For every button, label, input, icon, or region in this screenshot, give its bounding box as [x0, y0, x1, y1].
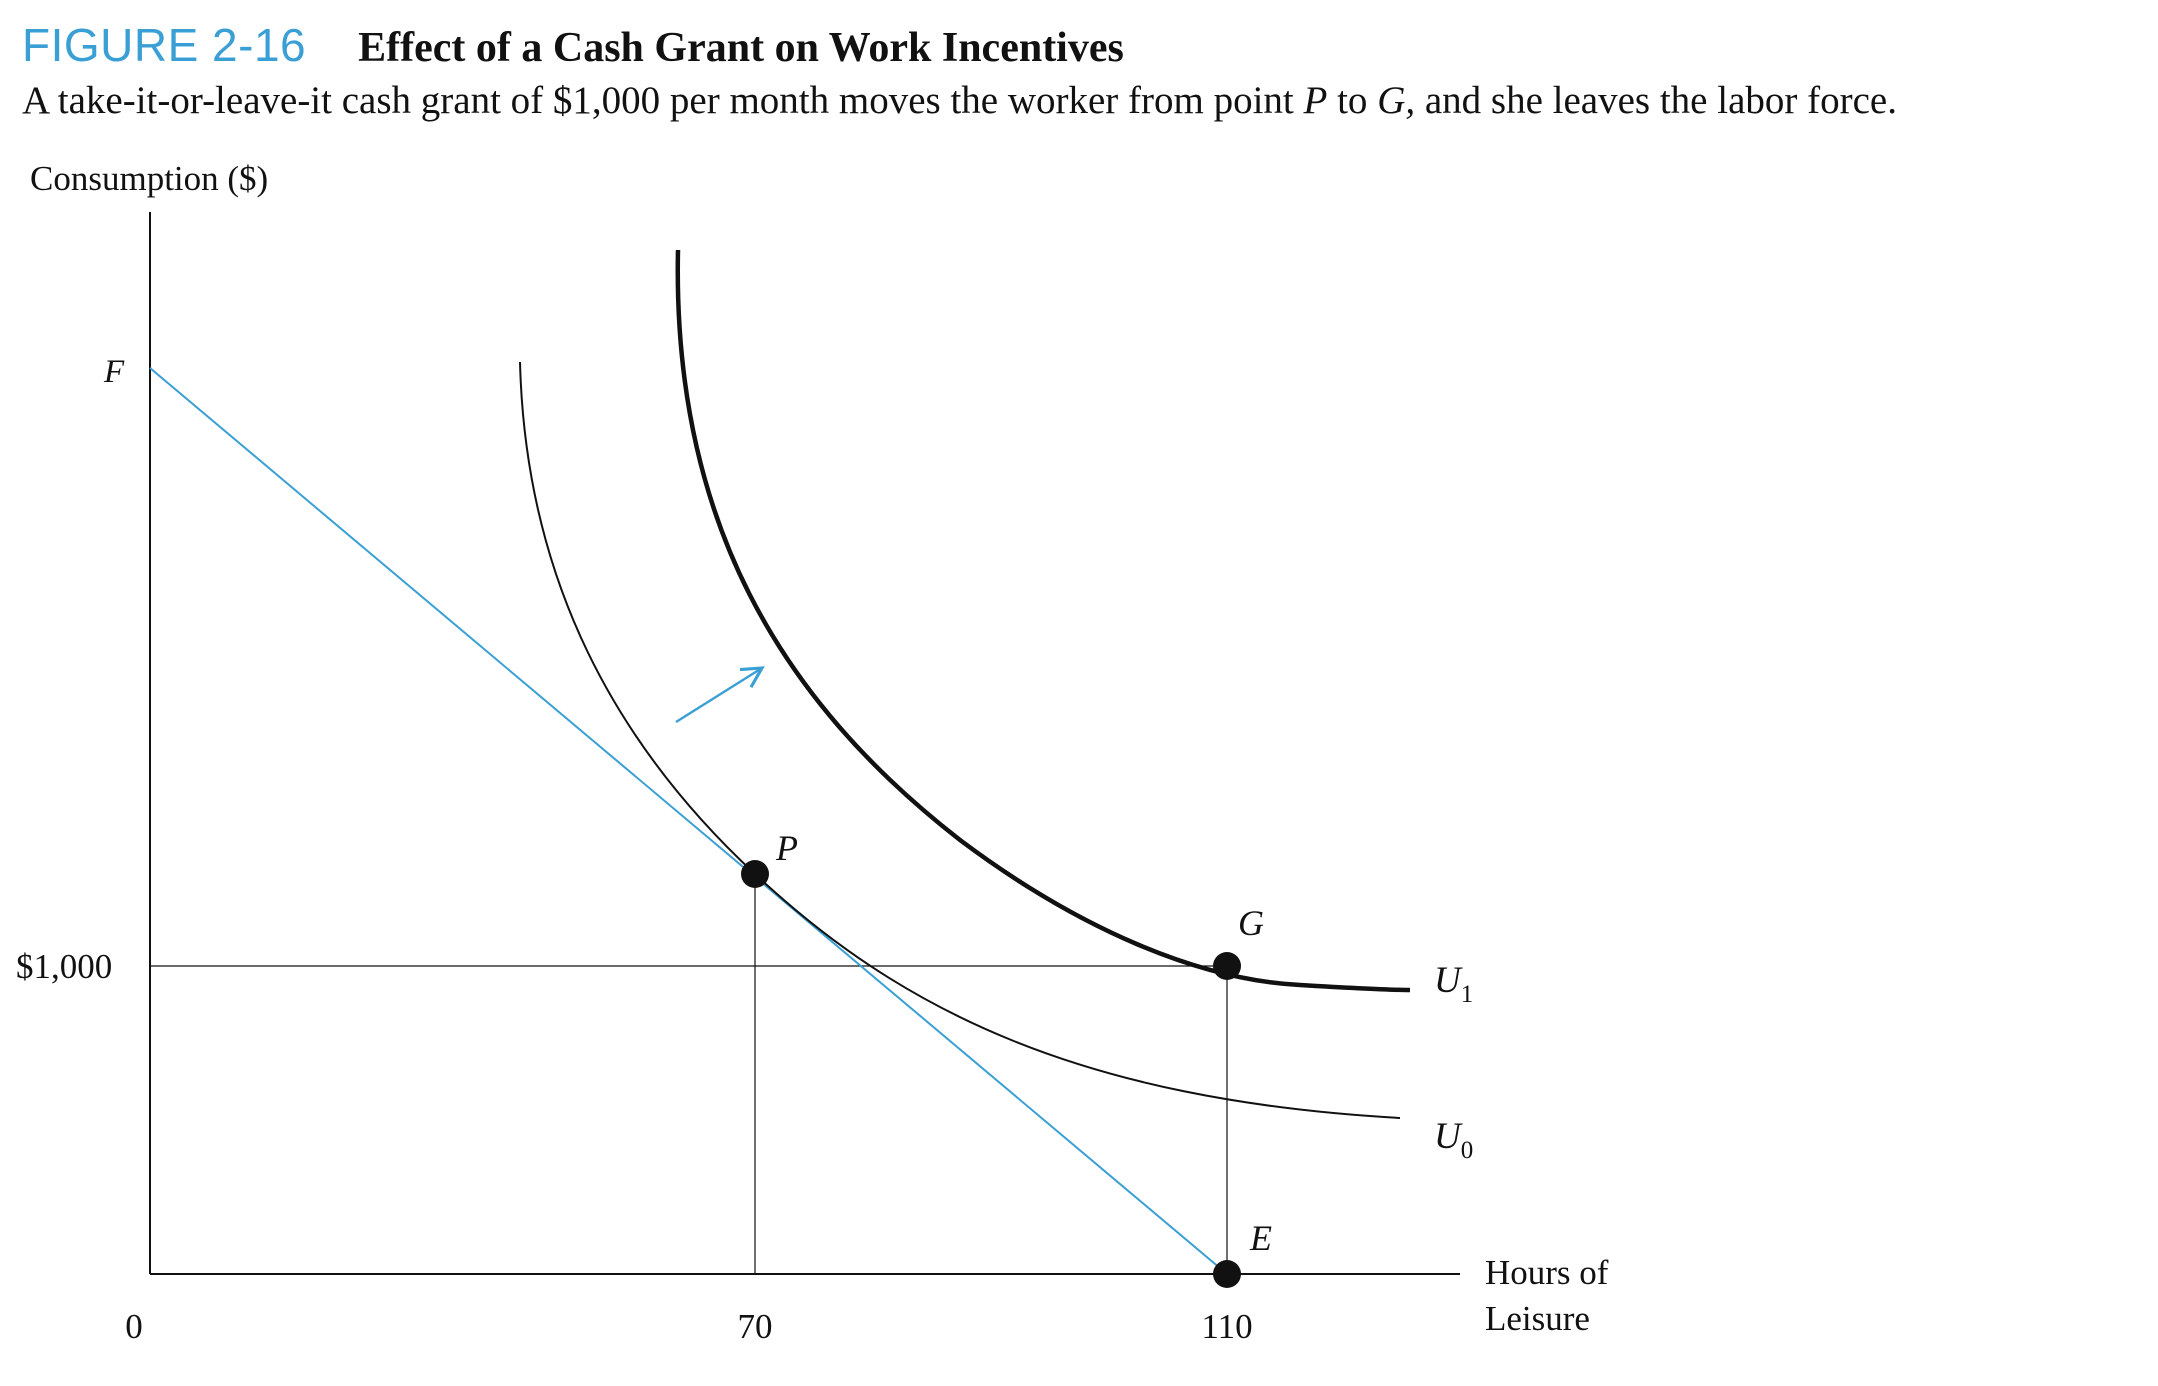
- point-label-f: F: [103, 354, 125, 390]
- caption-text-a: A take-it-or-leave-it cash grant of $1,0…: [22, 79, 1304, 122]
- curve-label-u0: U0: [1434, 1116, 1473, 1164]
- budget-line: [149, 367, 1228, 1275]
- curve-label-u0-sub: 0: [1461, 1137, 1474, 1164]
- x-tick-label-0: 0: [125, 1307, 143, 1346]
- indifference-curve-u0: [519, 361, 1401, 1119]
- figure-label: FIGURE 2-16: [22, 19, 307, 71]
- x-axis-label-line2: Leisure: [1485, 1299, 1590, 1338]
- x-axis-label-line1: Hours of: [1485, 1253, 1609, 1292]
- caption-text-c: and she leaves the labor force.: [1415, 79, 1897, 122]
- curve-label-u1-main: U: [1434, 960, 1463, 1001]
- point-p-marker: [741, 860, 769, 888]
- curve-label-u1: U1: [1434, 960, 1473, 1008]
- x-tick-label-110: 110: [1201, 1307, 1252, 1346]
- caption-text-b: to: [1327, 79, 1378, 122]
- y-axis-label: Consumption ($): [30, 159, 268, 198]
- indifference-curve-u1: [675, 249, 1411, 993]
- x-tick-label-70: 70: [738, 1307, 773, 1346]
- point-e-marker: [1213, 1260, 1241, 1288]
- figure-caption: A take-it-or-leave-it cash grant of $1,0…: [22, 78, 1897, 123]
- shift-arrow-icon: [675, 666, 765, 724]
- point-label-e: E: [1249, 1218, 1272, 1258]
- point-label-p: P: [775, 828, 798, 868]
- curve-label-u0-main: U: [1434, 1116, 1463, 1157]
- figure-header: FIGURE 2-16 Effect of a Cash Grant on Wor…: [22, 18, 1124, 72]
- point-g-marker: [1213, 952, 1241, 980]
- curve-label-u1-sub: 1: [1461, 981, 1474, 1008]
- y-tick-label-1000: $1,000: [16, 947, 112, 986]
- caption-point-p: P: [1303, 79, 1328, 122]
- caption-point-g: G,: [1377, 79, 1416, 122]
- figure-title: Effect of a Cash Grant on Work Incentive…: [358, 25, 1124, 71]
- point-label-g: G: [1238, 903, 1264, 943]
